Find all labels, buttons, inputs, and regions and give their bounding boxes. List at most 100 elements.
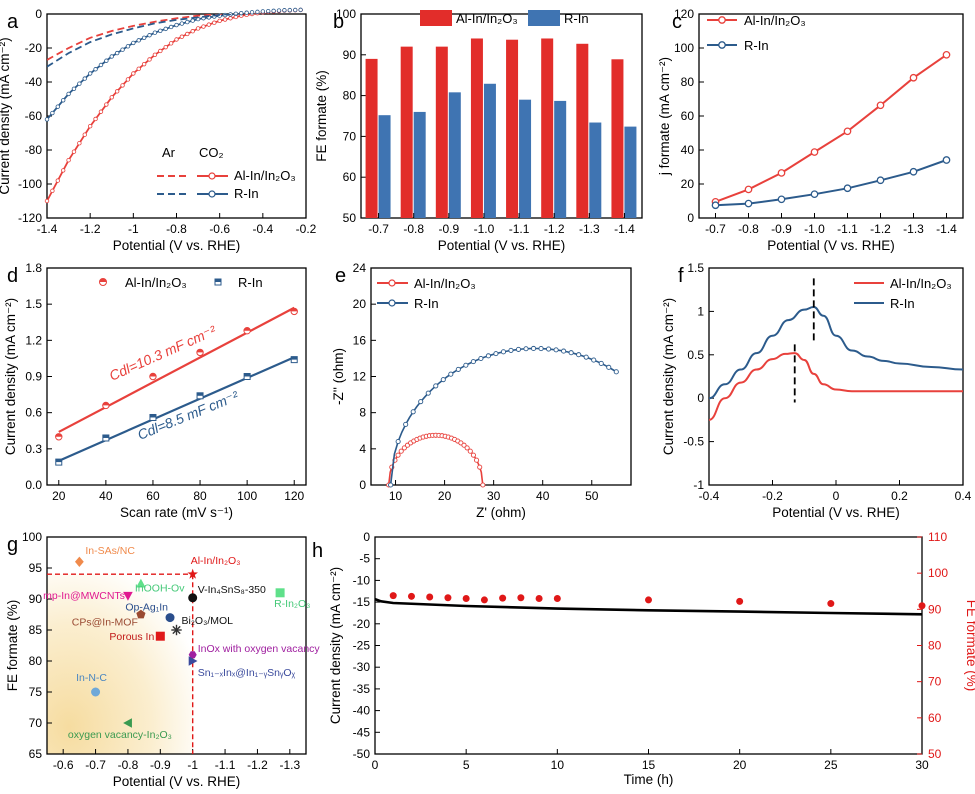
data-point — [455, 366, 461, 372]
series-line — [708, 352, 963, 421]
point-label: mp-In@MWCNTs — [43, 590, 125, 602]
x-axis-title: Time (h) — [624, 772, 674, 787]
data-point — [87, 71, 93, 76]
point-label: Sn₁₋ₓInₓ@In₁₋ᵧSnᵧOᵪ — [198, 667, 296, 679]
x-tick-label: -0.7 — [368, 222, 389, 236]
y-tick-label: -15 — [353, 595, 371, 609]
legend-label: Al-In/In₂O₃ — [125, 275, 187, 290]
data-point — [827, 600, 835, 608]
x-tick-label: -0.7 — [705, 222, 726, 236]
data-point — [74, 556, 84, 567]
data-point — [918, 602, 926, 610]
legend-label: Al-In/In₂O₃ — [890, 276, 952, 291]
y-tick-label: 4 — [359, 442, 366, 456]
bar — [470, 38, 483, 219]
point-label: In-N-C — [76, 672, 107, 684]
data-point — [201, 24, 206, 29]
data-point — [433, 383, 439, 389]
x-tick-label: -1.1 — [509, 222, 530, 236]
legend-marker-half — [215, 279, 221, 282]
point-label: Op-Ag₁In — [125, 602, 168, 614]
data-point — [470, 452, 476, 458]
data-point — [426, 593, 434, 601]
data-point — [477, 464, 483, 470]
plot-frame — [698, 13, 964, 219]
data-point — [163, 26, 168, 32]
plot-frame — [46, 267, 307, 486]
legend-marker — [388, 279, 396, 287]
bar — [589, 122, 602, 218]
data-point — [744, 185, 753, 194]
y-tick-label: 0.3 — [25, 442, 42, 456]
y-tick-label: 0 — [697, 391, 704, 405]
y-tick-label: 80 — [343, 89, 357, 103]
data-point — [645, 596, 652, 604]
x-tick-label: 5 — [463, 758, 470, 772]
data-point — [403, 421, 409, 427]
y-tick-label: 1.5 — [25, 297, 42, 311]
data-point — [546, 346, 552, 352]
x-tick-label: -0.8 — [403, 222, 424, 236]
y-tick-label: 12 — [353, 370, 367, 384]
data-point — [598, 360, 604, 366]
data-point — [464, 445, 470, 451]
x-tick-label: 25 — [824, 758, 838, 772]
x-tick-label: -1.0 — [474, 222, 495, 236]
data-point — [50, 188, 55, 193]
plot-frame — [46, 536, 307, 755]
legend-label: Al-In/In₂O₃ — [414, 276, 476, 291]
data-point — [163, 44, 168, 50]
data-point — [909, 167, 918, 176]
panel-letter: a — [7, 11, 19, 33]
data-point — [395, 452, 401, 458]
x-tick-label: -1 — [128, 222, 139, 236]
y-axis-title: Current density (mA cm⁻²) — [661, 298, 676, 455]
data-point — [480, 596, 488, 604]
data-point — [410, 409, 416, 415]
bar — [448, 92, 461, 218]
data-point — [66, 91, 71, 97]
panel-letter: f — [678, 265, 684, 287]
y2-tick-label: 70 — [928, 675, 942, 689]
x-axis-title: Potential (V vs. RHE) — [113, 774, 241, 789]
y-tick-label: -120 — [18, 211, 42, 225]
data-point — [141, 35, 147, 40]
x-tick-label: -1.2 — [544, 222, 565, 236]
y-tick-label: 120 — [674, 7, 694, 21]
legend-label: R-In — [564, 11, 589, 26]
series-line — [47, 14, 232, 61]
panel-letter: c — [672, 11, 682, 33]
data-point — [530, 345, 537, 352]
data-point-half — [149, 373, 157, 377]
data-point — [480, 482, 486, 488]
legend-swatch — [528, 10, 560, 26]
legend-label: R-In — [890, 296, 915, 311]
y-tick-label: -40 — [25, 75, 43, 89]
data-point — [147, 33, 152, 38]
data-point — [60, 168, 66, 173]
x-tick-label: -0.8 — [166, 222, 187, 236]
data-point — [55, 104, 60, 109]
series-line — [387, 434, 484, 486]
data-point — [425, 390, 431, 396]
y-tick-label: 24 — [353, 261, 367, 275]
x-axis-title: Potential (V vs. RHE) — [113, 238, 241, 253]
data-point — [147, 57, 152, 62]
x-tick-label: 20 — [52, 489, 66, 503]
plot-frame — [370, 267, 632, 486]
y-tick-label: -80 — [25, 143, 43, 157]
data-point — [463, 362, 469, 368]
y-tick-label: 0.9 — [25, 370, 42, 384]
series-line — [374, 597, 923, 616]
data-point — [190, 18, 195, 23]
data-point — [228, 16, 233, 21]
plot-frame — [708, 267, 964, 486]
x-tick-label: 40 — [536, 489, 550, 503]
data-point — [843, 127, 852, 136]
y-tick-label: -35 — [353, 682, 371, 696]
point-label: V-In₄SnS₈-350 — [198, 584, 266, 596]
data-point — [467, 448, 473, 454]
x-tick-label: -0.2 — [296, 222, 317, 236]
data-point — [91, 687, 101, 697]
